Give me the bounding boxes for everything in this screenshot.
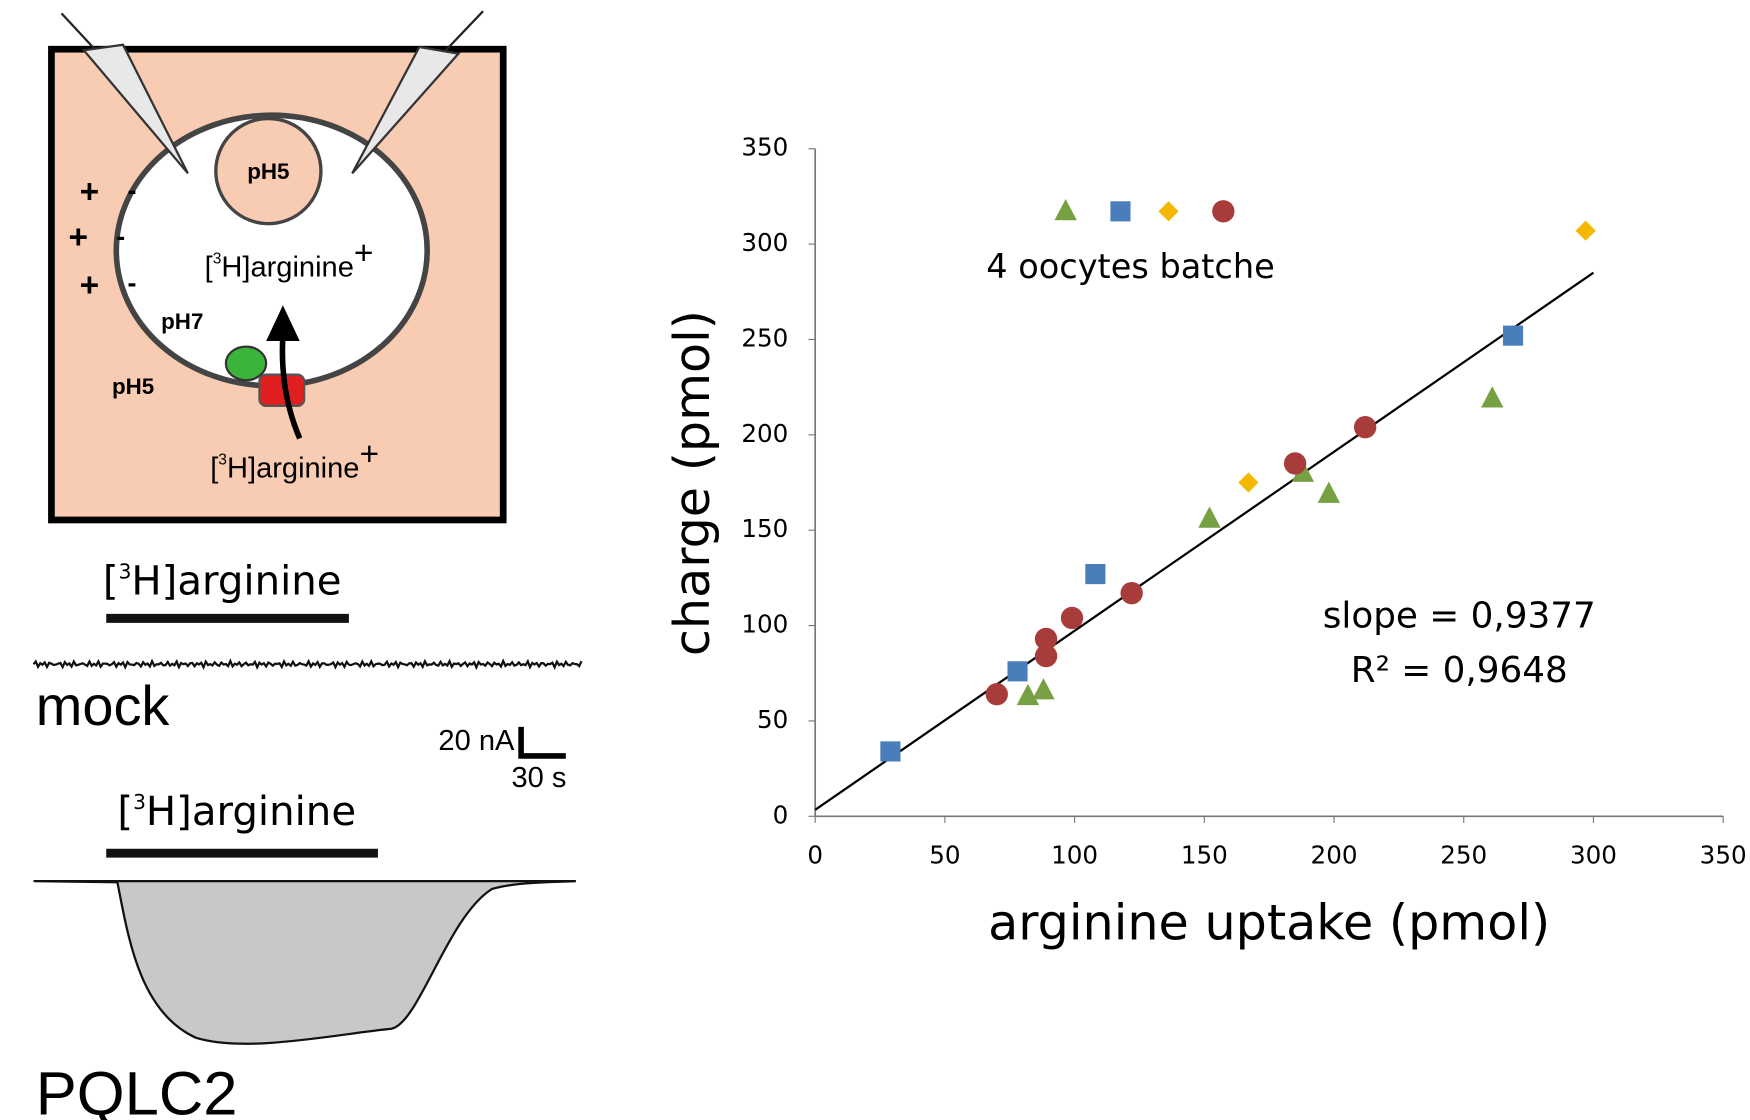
scale-time: 30 s	[512, 762, 567, 794]
arrowhead	[266, 305, 300, 342]
substrate: H]arginine	[131, 559, 341, 605]
bracket: [	[117, 789, 133, 835]
legend-marker	[1158, 201, 1179, 222]
minus: -	[127, 175, 136, 205]
pipette	[351, 45, 461, 175]
ph-label: pH5	[112, 374, 154, 399]
y-tick-label: 250	[741, 323, 788, 352]
trendline	[814, 271, 1595, 811]
y-tick-label: 100	[741, 610, 788, 639]
arrow	[279, 335, 303, 440]
plus: +	[68, 219, 88, 256]
x-tick-label: 300	[1570, 841, 1617, 870]
trace-label: mock	[36, 674, 171, 737]
legend-marker	[1054, 199, 1077, 221]
y-axis-title: charge (pmol)	[663, 310, 721, 656]
y-tick-label: 0	[773, 800, 789, 829]
minus: -	[116, 221, 125, 251]
isotope: 3	[213, 251, 222, 268]
bracket: [	[103, 559, 119, 605]
minus: -	[127, 268, 136, 298]
isotope: 3	[218, 452, 227, 469]
application-label: [3H]arginine	[117, 789, 356, 835]
point	[1060, 606, 1084, 630]
pqlc2-trace	[33, 880, 576, 1045]
scale-current: 20 nA	[438, 725, 515, 757]
annotation: slope = 0,9377	[1323, 595, 1596, 636]
point	[1034, 644, 1058, 668]
x-axis-title: arginine uptake (pmol)	[988, 893, 1550, 951]
point	[1085, 563, 1106, 585]
point	[1353, 416, 1377, 439]
substrate: H]arginine	[227, 452, 359, 484]
substrate: H]arginine	[221, 251, 353, 283]
application-label: [3H]arginine	[103, 559, 342, 605]
y-tick-label: 150	[741, 514, 788, 543]
x-tick-label: 350	[1700, 841, 1747, 870]
wire	[437, 10, 484, 59]
y-tick-label: 300	[741, 228, 788, 257]
scale-bar	[518, 726, 566, 759]
point	[1198, 506, 1221, 528]
x-tick-label: 50	[929, 841, 960, 870]
plus: +	[80, 267, 100, 304]
ph-label: pH5	[247, 159, 289, 184]
pipette	[81, 43, 189, 175]
isotope: 3	[119, 559, 132, 583]
point	[1016, 683, 1040, 706]
y-tick-label: 50	[757, 705, 788, 734]
substrate-label: [3H]arginine+	[210, 436, 379, 484]
x-tick-label: 0	[807, 841, 823, 870]
vesicle	[214, 116, 323, 226]
annotation: R² = 0,9648	[1351, 650, 1568, 691]
ph-label: pH7	[161, 309, 203, 334]
point	[1317, 481, 1341, 503]
point	[1238, 472, 1259, 493]
point	[985, 683, 1008, 706]
point	[1481, 386, 1504, 408]
x-tick-label: 100	[1051, 841, 1098, 870]
protein-green	[224, 345, 268, 382]
substrate-label: [3H]arginine+	[205, 235, 374, 283]
point	[1034, 627, 1058, 651]
annotation: 4 oocytes batche	[986, 247, 1275, 286]
scatter-chart: arginine uptake (pmol) charge (pmol) 4 o…	[663, 133, 1747, 952]
bracket: [	[210, 452, 218, 484]
isotope: 3	[133, 789, 146, 813]
mock-trace	[32, 658, 583, 671]
x-tick-label: 150	[1181, 841, 1228, 870]
trace-label: PQLC2	[36, 1059, 238, 1120]
x-tick-label: 250	[1440, 841, 1487, 870]
plus: +	[80, 173, 100, 210]
point	[1120, 581, 1143, 605]
charge: +	[359, 436, 379, 473]
legend-marker	[1110, 201, 1131, 222]
point	[1032, 678, 1055, 700]
legend-marker	[1212, 200, 1235, 223]
y-tick-label: 200	[741, 419, 788, 448]
substrate: H]arginine	[146, 789, 356, 835]
point	[1575, 220, 1596, 241]
point	[1007, 661, 1028, 682]
y-tick-label: 350	[741, 133, 788, 162]
x-tick-label: 200	[1311, 841, 1358, 870]
point	[880, 741, 901, 762]
charge: +	[354, 235, 374, 272]
bracket: [	[205, 251, 213, 283]
point	[1502, 325, 1524, 346]
point	[1283, 452, 1307, 475]
